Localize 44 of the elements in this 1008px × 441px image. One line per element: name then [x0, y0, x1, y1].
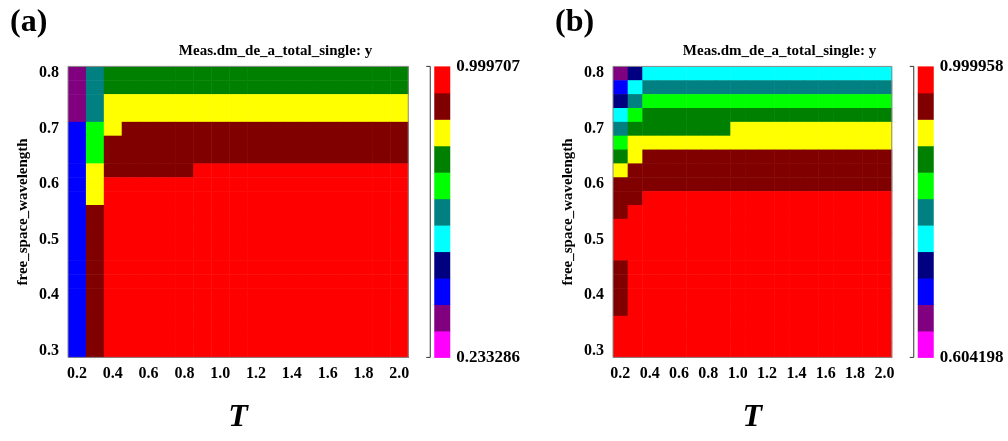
x-tick-label: 1.2: [757, 364, 778, 382]
y-tick-label: 0.6: [39, 174, 59, 192]
chart-subtitle: Meas.dm_de_a_total_single: y: [682, 42, 877, 59]
x-tick-label: 1.4: [786, 364, 807, 382]
y-tick-label: 0.8: [39, 63, 59, 81]
color-bar-label: 0.233286: [456, 346, 520, 366]
x-tick-label: 1.8: [845, 364, 866, 382]
y-tick-label: 0.7: [584, 118, 604, 136]
chart-title: (b): [555, 2, 595, 39]
x-axis-title: T: [228, 397, 250, 434]
y-tick-label: 0.3: [584, 340, 604, 358]
x-tick-label: 1.4: [281, 364, 302, 382]
y-tick-label: 0.5: [39, 229, 59, 247]
x-tick-label: 0.2: [610, 364, 631, 382]
x-tick-label: 0.4: [102, 364, 123, 382]
y-tick-label: 0.4: [584, 285, 604, 303]
x-tick-label: 0.2: [66, 364, 87, 382]
color-bar-label: 0.604198: [939, 346, 1004, 366]
x-tick-label: 0.6: [669, 364, 690, 382]
color-bar-label: 0.999707: [456, 55, 521, 75]
chart-title: (a): [10, 2, 48, 39]
color-bar-label: 0.999958: [939, 55, 1004, 75]
x-tick-label: 2.0: [389, 364, 410, 382]
x-tick-label: 0.4: [639, 364, 660, 382]
x-tick-label: 2.0: [874, 364, 895, 382]
y-tick-label: 0.8: [584, 63, 604, 81]
y-tick-label: 0.6: [584, 174, 604, 192]
y-tick-label: 0.3: [39, 340, 59, 358]
y-tick-label: 0.4: [39, 285, 59, 303]
x-tick-label: 1.6: [317, 364, 338, 382]
x-tick-label: 1.2: [246, 364, 267, 382]
y-tick-label: 0.7: [39, 118, 59, 136]
x-tick-label: 1.6: [815, 364, 836, 382]
x-tick-label: 0.8: [698, 364, 719, 382]
y-axis-title: free_space_wavelength: [558, 137, 575, 286]
y-axis-title: free_space_wavelength: [13, 137, 30, 286]
y-tick-label: 0.5: [584, 229, 604, 247]
x-tick-label: 0.6: [138, 364, 159, 382]
x-tick-label: 0.8: [174, 364, 195, 382]
chart-subtitle: Meas.dm_de_a_total_single: y: [178, 42, 373, 59]
x-axis-title: T: [742, 397, 764, 434]
x-tick-label: 1.8: [353, 364, 374, 382]
x-tick-label: 1.0: [210, 364, 231, 382]
x-tick-label: 1.0: [727, 364, 748, 382]
